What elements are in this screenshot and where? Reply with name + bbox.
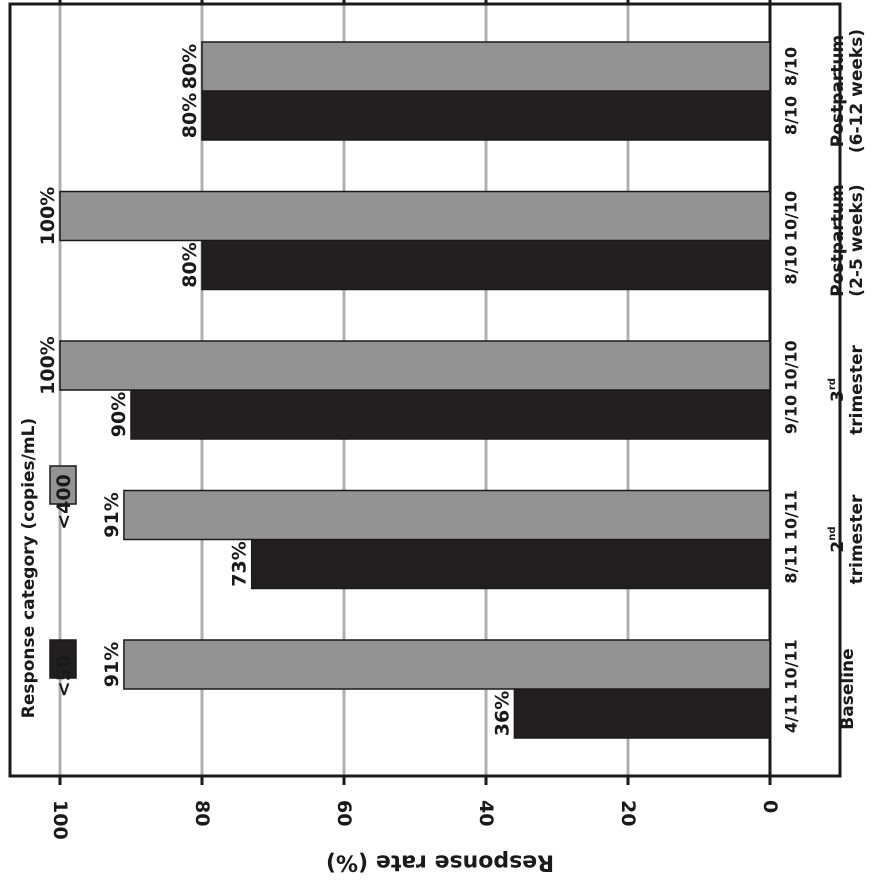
data-label-lt400-0: 91% [101, 642, 123, 687]
legend-label-lt400: <400 [53, 474, 75, 530]
tick-label-100: 100 [49, 800, 71, 840]
category-label-1: 2nd [827, 526, 849, 552]
fraction-label-lt400-1: 10/11 [782, 490, 801, 540]
category-label-2: 3rd [827, 378, 849, 402]
legend-swatch-lt400 [49, 465, 77, 505]
tick-label-0: 0 [759, 800, 781, 813]
category-label-main-4: Postpartum [828, 35, 848, 147]
fraction-label-lt50-2: 9/10 [782, 395, 801, 434]
bar-lt400-1 [123, 489, 771, 541]
tick-label-20: 20 [617, 800, 639, 826]
data-label-lt50-1: 73% [229, 541, 251, 586]
bar-lt50-1 [250, 538, 771, 590]
data-label-lt400-1: 91% [101, 492, 123, 537]
data-label-lt400-2: 100% [37, 336, 59, 395]
bar-lt50-3 [201, 239, 771, 291]
legend-title: Response category (copies/mL) [19, 418, 39, 718]
data-label-lt400-3: 100% [37, 187, 59, 246]
bar-lt50-2 [130, 389, 771, 440]
legend-label-lt50: <50 [53, 655, 75, 697]
tick-label-80: 80 [191, 800, 213, 826]
data-label-lt50-0: 36% [491, 691, 513, 736]
fraction-label-lt400-3: 10/10 [782, 191, 801, 241]
bar-lt50-4 [201, 90, 771, 141]
category-label-line2-4: (6-12 weeks) [847, 29, 867, 153]
fraction-label-lt50-3: 8/10 [782, 245, 801, 284]
tick-label-60: 60 [333, 800, 355, 826]
bar-lt400-4 [201, 41, 771, 92]
fraction-label-lt50-1: 8/11 [782, 544, 801, 583]
data-label-lt50-4: 80% [179, 93, 201, 138]
category-label-line2-2: trimester [847, 345, 867, 435]
data-label-lt50-2: 90% [108, 392, 130, 437]
legend-swatch-lt50 [49, 639, 77, 679]
bar-lt400-2 [59, 340, 771, 391]
category-label-line2-1: trimester [847, 494, 867, 584]
bar-lt400-0 [123, 639, 771, 690]
category-label-main-3: Postpartum [828, 184, 848, 296]
data-label-lt400-4: 80% [179, 44, 201, 89]
category-label-sup-1: nd [827, 526, 838, 540]
bar-lt50-0 [513, 688, 771, 739]
category-label-main-1: 2 [828, 541, 848, 553]
category-label-main-2: 3 [828, 390, 848, 402]
y-axis-title: Response rate (%) [326, 850, 554, 875]
fraction-label-lt50-0: 4/11 [782, 694, 801, 733]
bar-lt400-3 [59, 190, 771, 242]
category-label-4: Postpartum [828, 35, 848, 147]
plot-frame [8, 2, 842, 778]
fraction-label-lt400-2: 10/10 [782, 340, 801, 390]
data-label-lt50-3: 80% [179, 242, 201, 287]
category-label-sup-2: rd [827, 378, 838, 390]
category-label-line2-3: (2-5 weeks) [847, 184, 867, 296]
category-label-3: Postpartum [828, 184, 848, 296]
category-label-0: Baseline [838, 648, 858, 729]
fraction-label-lt400-0: 10/11 [782, 639, 801, 689]
fraction-label-lt50-4: 8/10 [782, 96, 801, 135]
tick-label-40: 40 [475, 800, 497, 826]
fraction-label-lt400-4: 8/10 [782, 47, 801, 86]
